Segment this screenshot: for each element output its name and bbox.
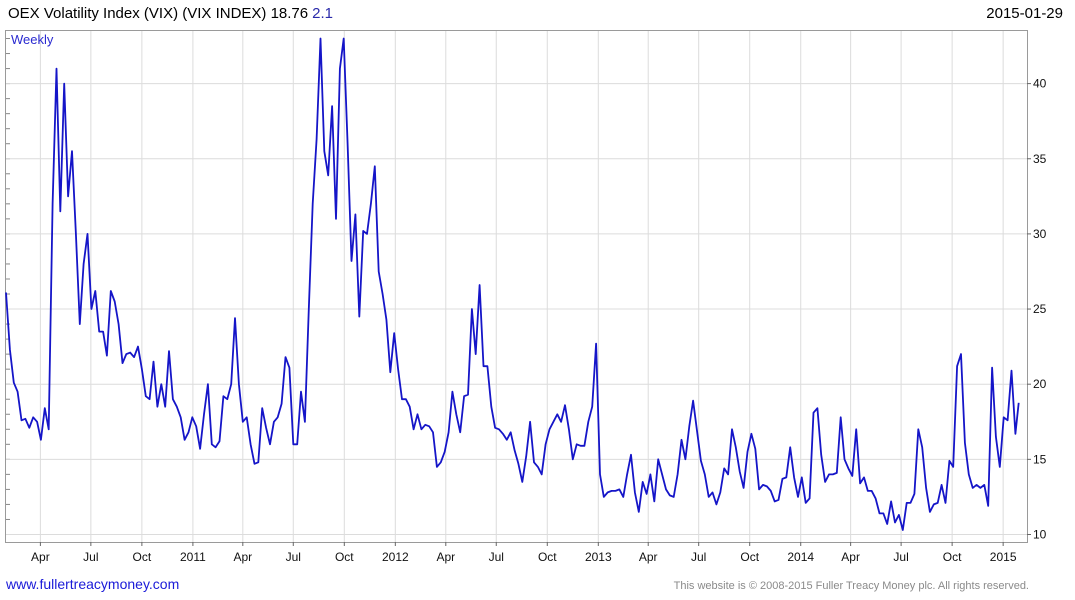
x-tick-label: Apr [841, 550, 860, 564]
y-tick-label: 20 [1033, 377, 1047, 391]
chart-date: 2015-01-29 [986, 5, 1063, 22]
chart-title: OEX Volatility Index (VIX) (VIX INDEX) 1… [8, 5, 333, 22]
x-tick-label: 2015 [990, 550, 1017, 564]
x-tick-label: Oct [740, 550, 759, 564]
x-tick-label: Apr [639, 550, 658, 564]
x-tick-label: Jul [691, 550, 706, 564]
chart-title-text: OEX Volatility Index (VIX) (VIX INDEX) 1… [8, 5, 309, 22]
y-tick-label: 40 [1033, 77, 1047, 91]
y-tick-label: 15 [1033, 452, 1047, 466]
x-tick-label: Jul [83, 550, 98, 564]
y-tick-label: 25 [1033, 302, 1047, 316]
vix-series-line [5, 37, 1020, 531]
y-tick-label: 30 [1033, 227, 1047, 241]
x-tick-label: Jul [489, 550, 504, 564]
x-tick-label: Apr [31, 550, 50, 564]
x-tick-label: Oct [943, 550, 962, 564]
x-tick-label: Jul [286, 550, 301, 564]
y-tick-label: 35 [1033, 152, 1047, 166]
x-tick-label: Apr [233, 550, 252, 564]
x-tick-label: Oct [335, 550, 354, 564]
y-tick-label: 10 [1033, 527, 1047, 541]
x-tick-label: 2014 [787, 550, 814, 564]
period-label: Weekly [11, 32, 54, 47]
x-tick-label: 2013 [585, 550, 612, 564]
x-tick-label: Apr [436, 550, 455, 564]
chart-change-value: 2.1 [312, 5, 333, 22]
x-tick-label: 2012 [382, 550, 409, 564]
copyright-notice: This website is © 2008-2015 Fuller Treac… [673, 580, 1029, 592]
x-tick-label: Oct [538, 550, 557, 564]
website-link[interactable]: www.fullertreacymoney.com [6, 576, 180, 592]
x-tick-label: 2011 [180, 550, 206, 564]
x-tick-label: Jul [893, 550, 908, 564]
x-tick-label: Oct [133, 550, 152, 564]
